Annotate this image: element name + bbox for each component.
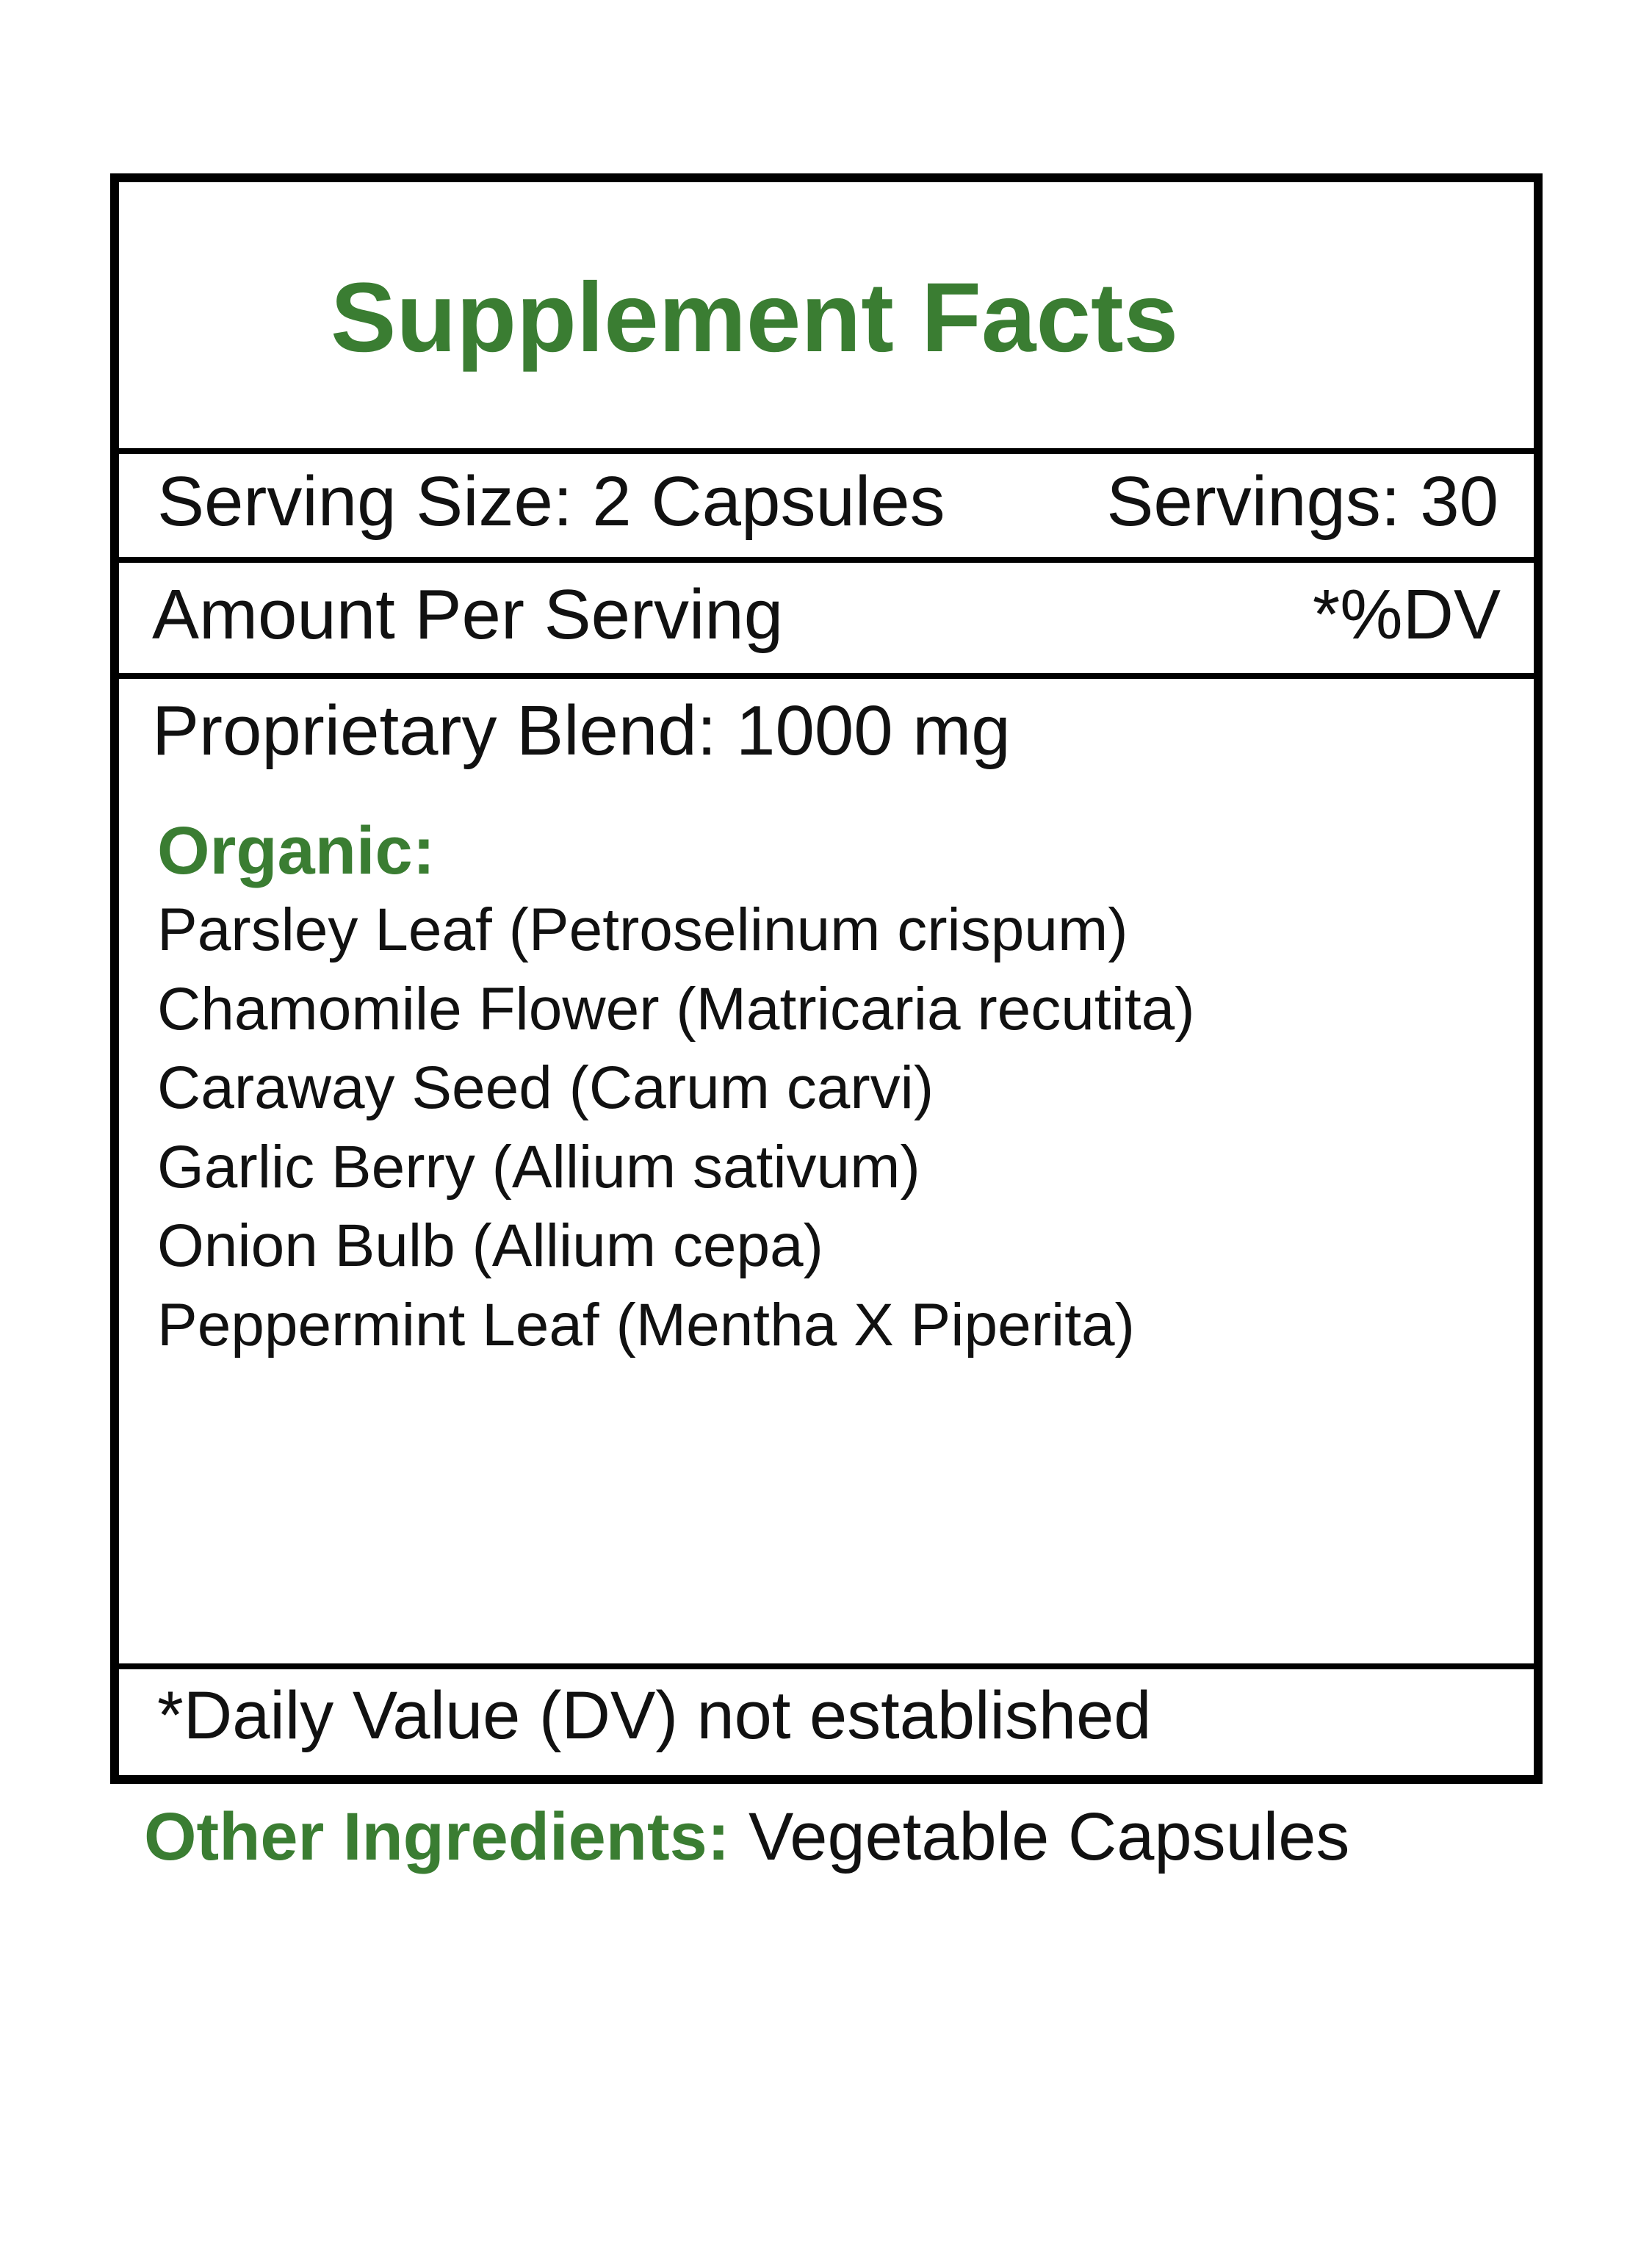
other-ingredients-value: Vegetable Capsules [748,1799,1350,1874]
divider [119,448,1534,454]
ingredient-item: Caraway Seed (Carum carvi) [157,1054,934,1121]
other-ingredients-label: Other Ingredients: [144,1799,730,1874]
ingredient-item: Onion Bulb (Allium cepa) [157,1212,823,1279]
dv-header: *%DV [1312,575,1501,654]
proprietary-blend: Proprietary Blend: 1000 mg [152,691,1011,770]
ingredient-item: Garlic Berry (Allium sativum) [157,1133,920,1201]
other-ingredients: Other Ingredients: Vegetable Capsules [144,1799,1349,1876]
amount-row: Amount Per Serving *%DV [152,575,1501,655]
ingredient-item: Peppermint Leaf (Mentha X Piperita) [157,1291,1135,1359]
serving-row: Serving Size: 2 Capsules Servings: 30 [157,461,1498,542]
organic-label: Organic: [157,813,436,888]
panel-title: Supplement Facts [331,263,1179,373]
ingredient-item: Parsley Leaf (Petroselinum crispum) [157,896,1128,963]
servings-count: Servings: 30 [1106,462,1498,541]
dv-footnote: *Daily Value (DV) not established [157,1678,1152,1753]
supplement-facts-panel: Supplement Facts Serving Size: 2 Capsule… [110,173,1543,1784]
blend-row: Proprietary Blend: 1000 mg [152,691,1501,771]
amount-per-serving: Amount Per Serving [152,575,784,654]
divider [119,557,1534,563]
divider [119,1663,1534,1669]
serving-size: Serving Size: 2 Capsules [157,462,945,541]
divider [119,673,1534,679]
ingredient-item: Chamomile Flower (Matricaria recutita) [157,975,1195,1043]
ingredient-list: Parsley Leaf (Petroselinum crispum) Cham… [157,890,1195,1364]
